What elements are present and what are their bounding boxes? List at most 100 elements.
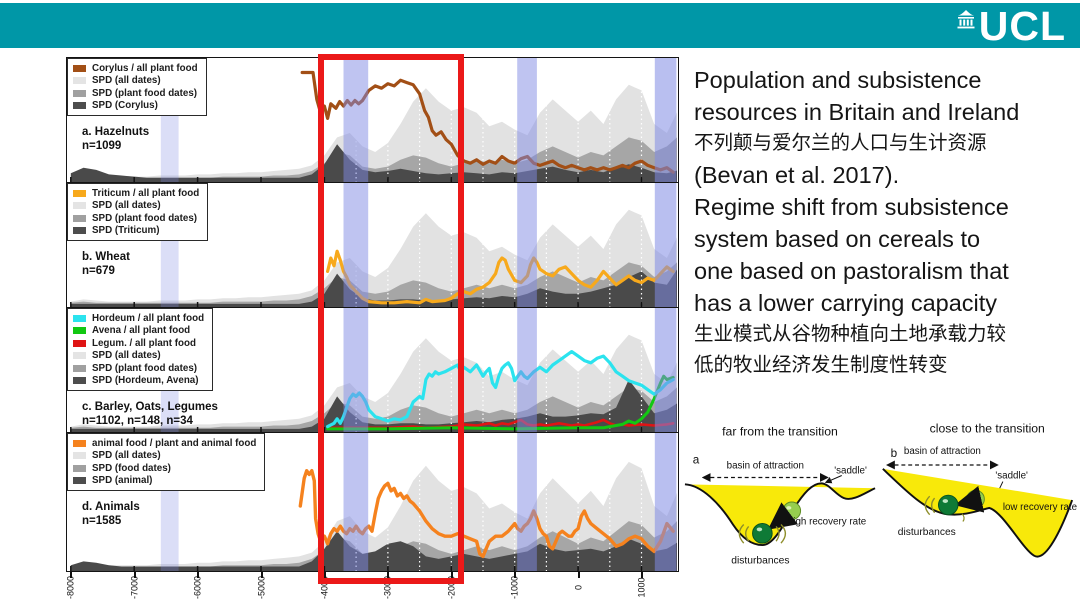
event-band [517,433,537,571]
legend-item: SPD (all dates) [73,450,256,463]
disturbances-label: disturbances [731,556,789,567]
chart-panel-a: Corylus / all plant food SPD (all dates) S… [66,57,679,183]
legend-label: Corylus / all plant food [92,62,198,74]
legend-label: SPD (animal) [92,475,153,487]
recovery-rate-label: high recovery rate [788,517,867,528]
legend-swatch [73,452,86,460]
x-axis-tick [640,572,643,578]
x-axis-tick-label: 0 [573,585,584,591]
legend-label: SPD (Triticum) [92,225,160,237]
x-axis-tick [323,572,326,578]
recovery-rate-label: low recovery rate [1003,502,1077,513]
panel-plot-a [70,58,677,182]
ucl-logo-text: UCL [978,3,1066,49]
caption-line: Regime shift from subsistence [694,194,1009,220]
legend-label: Triticum / all plant food [92,187,200,199]
event-band [654,433,677,571]
caption-line: 低的牧业经济发生制度性转变 [694,354,948,376]
ucl-portico-icon [957,10,975,29]
diagram-close-to-transition: close to the transition b basin of attra… [878,420,1078,591]
legend-label: SPD (all dates) [92,450,161,462]
x-axis: -8000 -7000 -6000 -5000 -4000 -3000 -2000 -1000… [66,572,679,606]
chart-panel-d: animal food / plant and animal food SPD (… [66,433,679,572]
legend-swatch [73,227,86,235]
ball-light-green [966,489,985,509]
legend-swatch [73,477,86,485]
basin-yellow-fill [882,468,1073,557]
legend-swatch [73,189,86,197]
legend-label: SPD (all dates) [92,200,161,212]
event-band [654,308,677,432]
basin-of-attraction-label: basin of attraction [727,461,804,472]
event-band [343,308,369,432]
legend-panel-c: Hordeum / all plant food Avena / all plan… [67,308,214,391]
caption-line: has a lower carrying capacity [694,290,998,316]
legend-item: SPD (all dates) [73,350,204,363]
legend-item: SPD (all dates) [73,75,198,88]
disturbances-label: disturbances [898,527,956,538]
diagram-far-from-transition: far from the transition a basin of attra… [682,422,878,583]
caption-line: one based on pastoralism that [694,258,1009,284]
caption-line: resources in Britain and Ireland [694,99,1020,125]
caption-line: 不列颠与爱尔兰的人口与生计资源 [694,132,987,154]
panel-title-text: d. Animals [82,501,140,513]
caption-line: (Bevan et al. 2017). [694,162,900,188]
x-axis-tick-label: -8000 [65,575,76,600]
basin-diagram-close: close to the transition b basin of attra… [882,422,1077,558]
ball-dark-green [938,494,959,516]
legend-item: SPD (Hordeum, Avena) [73,375,204,388]
disturbance-waves-right [961,513,965,522]
legend-item: Avena / all plant food [73,325,204,338]
legend-item: Triticum / all plant food [73,187,199,200]
legend-swatch [73,439,86,447]
legend-label: SPD (Corylus) [92,100,158,112]
legend-swatch [73,314,86,322]
legend-swatch [73,352,86,360]
legend-label: SPD (plant food dates) [92,87,198,99]
basin-diagram-far: far from the transition a basin of attra… [684,424,876,567]
legend-swatch [73,89,86,97]
legend-label: SPD (all dates) [92,350,161,362]
ball-highlight [942,499,949,503]
x-axis-tick-label: -7000 [129,575,140,600]
panel-sample-size: n=1102, n=148, n=34 [82,415,193,427]
legend-label: SPD (plant food dates) [92,212,198,224]
legend-label: Legum. / all plant food [92,337,196,349]
caption-line: system based on cereals to [694,226,981,252]
legend-panel-a: Corylus / all plant food SPD (all dates) S… [67,58,207,116]
legend-swatch [73,464,86,472]
x-axis-tick [387,572,390,578]
legend-label: SPD (food dates) [92,462,171,474]
x-axis-tick-label: -1000 [509,575,520,600]
x-axis-tick-label: -5000 [256,575,267,600]
chart-panel-c: Hordeum / all plant food Avena / all plan… [66,308,679,433]
legend-label: SPD (Hordeum, Avena) [92,375,199,387]
panel-title-a: a. Hazelnuts n=1099 [82,125,149,153]
legend-swatch [73,102,86,110]
legend-label: SPD (all dates) [92,75,161,87]
basin-of-attraction-label: basin of attraction [904,446,981,457]
legend-panel-d: animal food / plant and animal food SPD (… [67,433,266,491]
legend-swatch [73,77,86,85]
legend-label: animal food / plant and animal food [92,437,257,449]
legend-swatch [73,214,86,222]
saddle-label: 'saddle' [995,471,1028,482]
caption-line: Population and subsistence [694,67,982,93]
panel-title-c: c. Barley, Oats, Legumes n=1102, n=148, n… [82,400,218,428]
legend-item: Hordeum / all plant food [73,312,204,325]
event-band [343,183,369,307]
legend-item: Corylus / all plant food [73,62,198,75]
event-band [517,58,537,182]
legend-panel-b: Triticum / all plant food SPD (all dates)… [67,183,209,241]
disturbance-waves-left [738,524,750,544]
legend-swatch [73,64,86,72]
x-axis-tick-label: -6000 [192,575,203,600]
legend-swatch [73,364,86,372]
ball-dark-green [752,523,773,544]
x-axis-tick [514,572,517,578]
ball-highlight [786,506,792,510]
caption: Population and subsistence resources in B… [694,64,1076,381]
panel-title-d: d. Animals n=1585 [82,500,140,528]
disturbance-waves-left [924,495,936,516]
caption-line: 生业模式从谷物种植向土地承载力较 [694,323,1007,345]
